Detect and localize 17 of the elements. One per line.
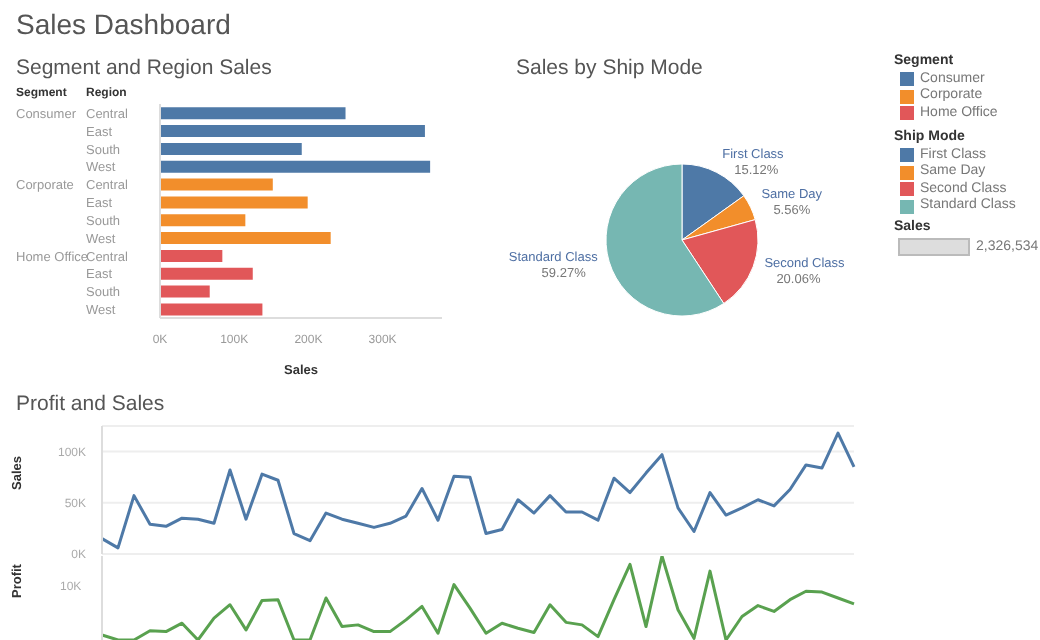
bar (160, 267, 253, 280)
bar (160, 107, 346, 120)
line-series (100, 431, 856, 550)
bar (160, 232, 331, 245)
bar (160, 160, 431, 173)
bar (160, 214, 246, 227)
bar (160, 303, 263, 316)
chart-title: Profit and Sales (16, 392, 165, 416)
chart-title: Sales by Ship Mode (516, 56, 703, 80)
chart-title: Segment and Region Sales (16, 56, 272, 80)
bar (160, 249, 223, 262)
bar (160, 178, 273, 191)
bar (160, 196, 308, 209)
bar (160, 285, 210, 298)
bar (160, 142, 302, 155)
bar (160, 125, 425, 138)
text: Sales Dashboard (16, 8, 231, 40)
